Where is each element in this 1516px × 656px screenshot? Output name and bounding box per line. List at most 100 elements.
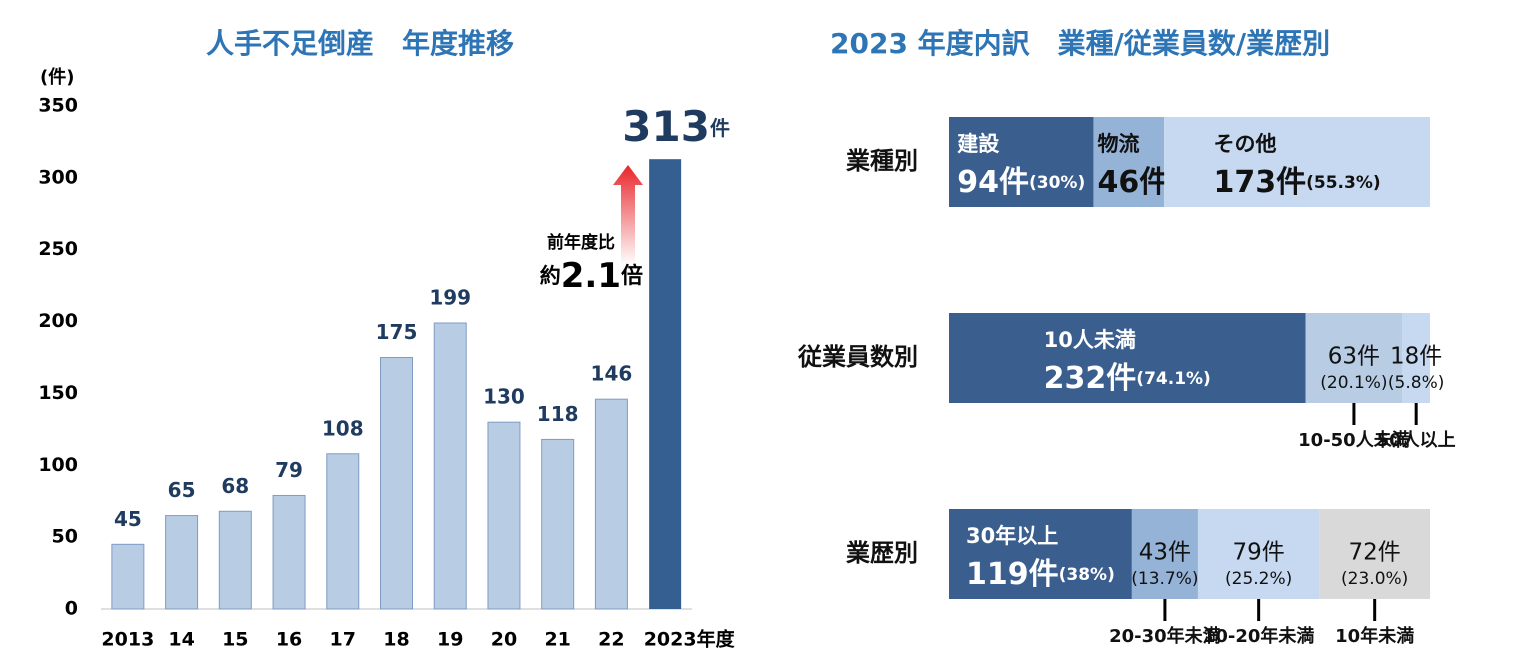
segment-value: 232件(74.1%) — [1044, 361, 1211, 396]
arrow — [613, 165, 643, 265]
value-label: 118 — [537, 402, 579, 426]
share-label: (30%) — [1029, 173, 1085, 193]
value-label: 94件 — [957, 165, 1029, 200]
x-tick-label: 21 — [544, 629, 570, 651]
y-tick-label: 100 — [38, 454, 78, 476]
value-label: 130 — [483, 385, 525, 409]
segment — [1164, 117, 1430, 207]
annotation-text: 前年度比 — [547, 232, 615, 253]
share-label: (74.1%) — [1136, 369, 1211, 389]
value-label: 72件 — [1349, 540, 1401, 566]
x-tick-label: 19 — [437, 629, 463, 651]
share-label: (38%) — [1059, 565, 1115, 585]
bar — [649, 159, 682, 609]
segment — [1093, 117, 1165, 207]
callout-label: 10年未満 — [1335, 625, 1414, 647]
y-tick-label: 50 — [52, 526, 78, 548]
segment — [949, 509, 1132, 599]
segment — [1197, 509, 1320, 599]
callout-label: 10-20年未満 — [1203, 625, 1315, 647]
segment-value: 94件(30%) — [957, 165, 1085, 200]
bar — [541, 438, 575, 610]
bar — [326, 453, 360, 610]
bar — [218, 510, 252, 610]
share-label: (13.7%) — [1131, 569, 1198, 589]
bar — [380, 357, 413, 610]
bar — [272, 494, 306, 610]
value-label: 68 — [221, 474, 249, 498]
ratio-prefix: 約 — [540, 264, 561, 288]
segment — [1305, 313, 1403, 403]
y-tick-label: 350 — [38, 95, 78, 117]
segment — [1131, 509, 1198, 599]
value-label: 18件 — [1390, 344, 1442, 370]
value-label: 79件 — [1233, 540, 1285, 566]
y-tick-label: 250 — [38, 238, 78, 260]
segment-label: 30年以上 — [966, 524, 1058, 548]
y-tick-label: 300 — [38, 166, 78, 188]
value-unit: 件 — [710, 116, 730, 140]
segment-text: 30年以上 119件(38%) — [966, 524, 1115, 592]
y-unit: (件) — [40, 66, 74, 88]
y-tick-label: 0 — [65, 598, 78, 620]
x-tick-label: 2023年度 — [644, 628, 736, 651]
value-label: 43件 — [1139, 540, 1191, 566]
segment-value: 173件(55.3%) — [1213, 165, 1380, 200]
y-tick-label: 200 — [38, 310, 78, 332]
x-tick-label: 20 — [491, 629, 517, 651]
value-label: 63件 — [1328, 344, 1380, 370]
chart-title: 2023 年度内訳 業種/従業員数/業歴別 — [830, 27, 1330, 60]
bar — [165, 515, 199, 610]
callout-label: 20-30年未満 — [1109, 625, 1221, 647]
segment — [1402, 313, 1430, 403]
value-label: 232件 — [1044, 361, 1137, 396]
x-tick-label: 18 — [383, 629, 409, 651]
value-label: 175 — [376, 320, 418, 344]
x-tick-label: 2013 — [101, 629, 154, 651]
segment-text: 建設 94件(30%) — [957, 132, 1085, 200]
annotation-ratio: 約2.1倍 — [540, 256, 643, 296]
segment-text: 10人未満 232件(74.1%) — [1044, 328, 1211, 396]
segment-text: その他 173件(55.3%) — [1213, 132, 1380, 200]
value-label: 79 — [275, 458, 303, 482]
x-tick-label: 17 — [330, 629, 356, 651]
share-label: (55.3%) — [1306, 173, 1381, 193]
bar — [433, 322, 467, 610]
share-label: (5.8%) — [1388, 373, 1444, 393]
x-tick-label: 15 — [222, 629, 248, 651]
bar — [111, 543, 145, 610]
value-label: 119件 — [966, 557, 1059, 592]
segment — [949, 313, 1306, 403]
value-label: 46件 — [1097, 165, 1169, 200]
ratio-suffix: 倍 — [621, 263, 643, 289]
value-label: 65 — [168, 478, 196, 502]
segment-label: 10人未満 — [1044, 328, 1136, 352]
y-tick-label: 150 — [38, 382, 78, 404]
segment-value: 119件(38%) — [966, 557, 1115, 592]
ratio-value: 2.1 — [561, 256, 621, 296]
segment — [1319, 509, 1430, 599]
segment-label: 建設 — [957, 132, 1000, 156]
row-label: 業種別 — [846, 147, 918, 175]
share-label: (25.2%) — [1225, 569, 1292, 589]
callout-label: 50人以上 — [1377, 430, 1456, 451]
value-number: 313 — [622, 102, 710, 151]
segment — [949, 117, 1094, 207]
chart-title: 人手不足倒産 年度推移 — [206, 27, 514, 60]
x-tick-label: 22 — [598, 629, 624, 651]
value-label: 45 — [114, 507, 142, 531]
share-label: (20.1%) — [1320, 373, 1387, 393]
x-tick-label: 16 — [276, 629, 302, 651]
bar — [487, 421, 521, 610]
row-label: 業歴別 — [846, 539, 918, 567]
callout-label: 10-50人未満 — [1298, 429, 1410, 451]
value-label: 199 — [429, 286, 471, 310]
row-label: 従業員数別 — [797, 343, 918, 371]
value-label: 146 — [591, 362, 633, 386]
value-label: 173件 — [1213, 165, 1306, 200]
share-label: (23.0%) — [1341, 569, 1408, 589]
x-tick-label: 14 — [168, 629, 194, 651]
segment-label: その他 — [1213, 132, 1276, 156]
value-label: 313件 — [622, 102, 730, 151]
